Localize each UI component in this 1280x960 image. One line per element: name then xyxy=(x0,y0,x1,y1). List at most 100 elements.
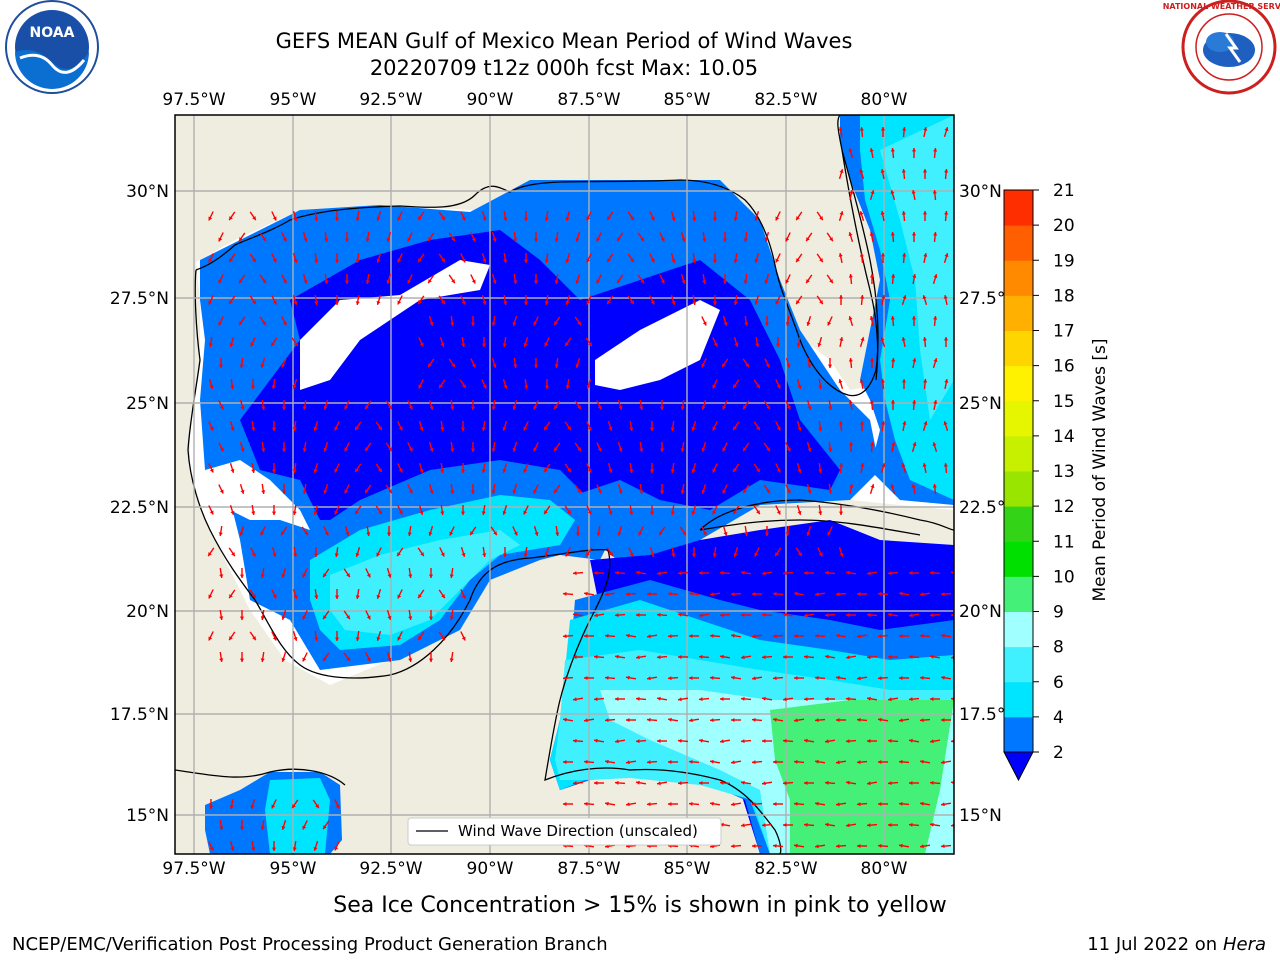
wave-arrow-head xyxy=(932,190,937,194)
wave-arrow-head xyxy=(260,574,265,578)
wave-arrow-head xyxy=(659,490,665,494)
colorbar-bin xyxy=(1004,435,1033,472)
wave-arrow-head xyxy=(502,510,507,515)
wave-arrow-head xyxy=(586,384,591,389)
wave-arrow-head xyxy=(804,697,808,702)
wave-arrow-head xyxy=(909,613,913,618)
wave-arrow-head xyxy=(229,805,234,809)
wave-arrow-head xyxy=(797,384,802,389)
wave-arrow-head xyxy=(899,718,903,723)
wave-arrow-head xyxy=(355,468,359,473)
wave-arrow-head xyxy=(954,400,958,404)
wave-arrow-head xyxy=(573,738,577,743)
wave-arrow-head xyxy=(870,442,875,446)
wave-arrow-head xyxy=(745,363,749,368)
wave-arrow-head xyxy=(281,448,287,452)
wave-arrow-head xyxy=(397,552,401,557)
wave-arrow-head xyxy=(922,211,928,215)
wave-arrow-head xyxy=(262,321,266,326)
wave-arrow-head xyxy=(230,510,235,515)
colorbar: 2 4 6 8 9 10 11 12 13 14 15 16 17 18 19 20 21 xyxy=(1003,181,1075,782)
wave-arrow-head xyxy=(660,237,665,242)
pacific-4-6s xyxy=(265,778,330,854)
colorbar-bin xyxy=(1004,225,1033,261)
wave-arrow-head xyxy=(251,552,256,557)
wave-arrow-head xyxy=(313,846,318,851)
wave-arrow-head xyxy=(741,655,745,660)
wave-arrow-head xyxy=(293,216,298,221)
wave-arrow-head xyxy=(836,717,840,723)
wave-arrow-head xyxy=(846,655,850,660)
wave-arrow-head xyxy=(636,612,640,618)
wave-arrow-head xyxy=(386,279,391,284)
wave-arrow-head xyxy=(302,615,307,620)
wave-arrow-head xyxy=(923,421,928,426)
wave-arrow-head xyxy=(880,169,885,173)
wave-arrow-head xyxy=(584,591,588,596)
chart-title: GEFS MEAN Gulf of Mexico Mean Period of … xyxy=(276,29,853,53)
colorbar-tick-label: 9 xyxy=(1053,603,1064,623)
wave-arrow-head xyxy=(825,696,829,702)
wave-arrow-head xyxy=(554,489,558,494)
wave-arrow-head xyxy=(240,405,245,410)
wave-arrow-head xyxy=(846,612,850,618)
wave-arrow-head xyxy=(597,447,602,452)
wave-arrow-head xyxy=(272,636,277,641)
wave-arrow-head xyxy=(323,447,328,452)
wave-arrow-head xyxy=(567,510,571,515)
wave-arrow-head xyxy=(754,216,759,221)
wave-arrow-head xyxy=(460,511,466,515)
map-area xyxy=(175,115,958,854)
wave-arrow-head xyxy=(702,531,707,536)
wave-arrow-head xyxy=(418,384,423,389)
wave-arrow-head xyxy=(209,846,214,851)
wave-arrow-head xyxy=(294,342,298,347)
lon-tick-bottom: 97.5°W xyxy=(162,859,225,879)
wave-arrow-head xyxy=(891,274,896,278)
wave-arrow-head xyxy=(240,489,245,494)
wave-arrow-head xyxy=(804,570,808,576)
wave-arrow-head xyxy=(702,238,707,242)
wave-arrow-head xyxy=(239,574,245,578)
wave-arrow-head xyxy=(912,400,917,404)
wave-arrow-head xyxy=(584,718,588,723)
wave-arrow-head xyxy=(878,801,882,807)
wave-arrow-head xyxy=(615,654,619,659)
wave-arrow-head xyxy=(838,253,843,257)
colorbar-extend xyxy=(1003,751,1034,782)
wave-arrow-head xyxy=(857,760,861,765)
wave-arrow-head xyxy=(752,760,756,765)
footer-date-text: 11 Jul 2022 on xyxy=(1087,934,1223,955)
wave-arrow-head xyxy=(796,343,801,347)
wave-arrow-head xyxy=(857,843,861,849)
wave-arrow-head xyxy=(314,301,319,305)
wave-arrow-head xyxy=(461,343,466,347)
calm-area xyxy=(595,300,720,390)
chart-subtitle: 20220709 t12z 000h fcst Max: 10.05 xyxy=(370,56,758,80)
wave-arrow-head xyxy=(909,570,913,576)
wave-arrow-head xyxy=(670,427,675,431)
wave-arrow-head xyxy=(626,633,630,638)
wave-arrow-head xyxy=(629,469,634,473)
wave-arrow-head xyxy=(825,613,829,618)
wave-arrow-head xyxy=(639,448,644,452)
wave-arrow-head xyxy=(208,300,213,305)
wave-arrow-head xyxy=(762,612,766,617)
wave-arrow-head xyxy=(912,358,917,362)
wave-arrow-head xyxy=(722,447,727,452)
wave-arrow-head xyxy=(712,384,717,389)
wave-arrow-head xyxy=(470,531,474,536)
wave-arrow-head xyxy=(775,300,780,305)
wave-arrow-head xyxy=(513,531,518,536)
wave-arrow-head xyxy=(909,654,913,659)
colorbar-tick-label: 19 xyxy=(1053,251,1075,271)
wave-arrow-head xyxy=(596,237,601,242)
wave-arrow-head xyxy=(954,232,958,236)
wave-arrow-head xyxy=(597,489,602,494)
wave-arrow-head xyxy=(678,612,682,617)
wave-arrow-head xyxy=(827,531,832,536)
wave-arrow-head xyxy=(408,616,413,620)
wave-arrow-head xyxy=(912,274,917,278)
wave-arrow-head xyxy=(428,658,434,662)
wave-arrow-head xyxy=(239,658,245,662)
